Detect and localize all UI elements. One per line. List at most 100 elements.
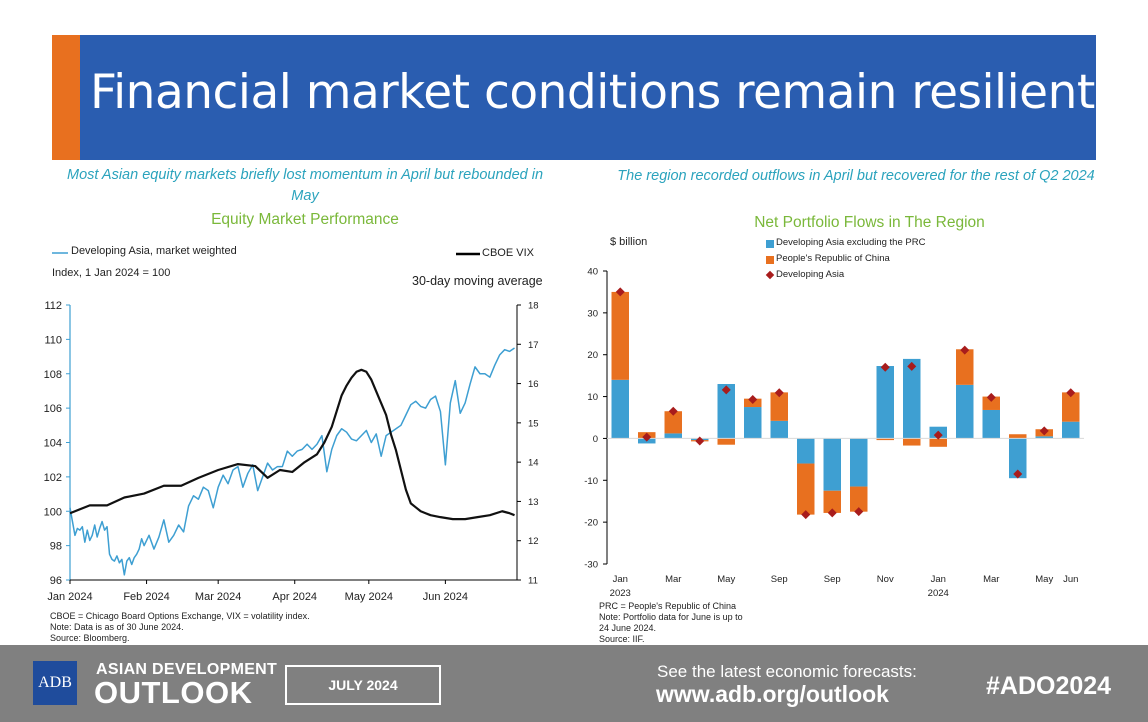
bar-developing-asia-ex-prc: [717, 384, 735, 439]
marker-developing-asia: [880, 362, 890, 372]
bar-prc: [903, 438, 921, 446]
bar-x-tick-label: Jun: [1063, 574, 1078, 585]
bar-y-tick-label: -20: [584, 518, 598, 529]
marker-developing-asia: [721, 385, 731, 395]
bar-y-unit-label: $ billion: [610, 236, 648, 248]
right-y-tick-label: 12: [528, 536, 539, 547]
bar-prc: [1035, 429, 1053, 437]
left-note-2: Note: Data is as of 30 June 2024.: [50, 622, 184, 632]
series-line-cboe-vix: [69, 368, 515, 521]
bar-developing-asia-ex-prc: [903, 358, 921, 439]
bar-prc: [1009, 434, 1027, 439]
bar-developing-asia-ex-prc: [1062, 421, 1080, 439]
right-y-tick-label: 13: [528, 497, 539, 508]
bar-y-tick-label: -10: [584, 476, 598, 487]
forecast-promo-text: See the latest economic forecasts:: [657, 662, 917, 681]
bar-prc: [929, 438, 947, 447]
marker-developing-asia: [748, 395, 758, 405]
hashtag[interactable]: #ADO2024: [986, 672, 1112, 700]
bar-y-tick-label: -30: [584, 560, 598, 571]
footer: ADB ASIAN DEVELOPMENT OUTLOOK JULY 2024 …: [0, 645, 1148, 722]
legend-swatch-developing-asia: [765, 270, 775, 280]
publication-name-line1: ASIAN DEVELOPMENT: [96, 661, 278, 678]
marker-developing-asia: [986, 392, 996, 402]
legend-label-developing-asia: Developing Asia, market weighted: [71, 245, 237, 257]
marker-developing-asia: [933, 430, 943, 440]
right-y-tick-label: 14: [528, 458, 539, 469]
page-title: Financial market conditions remain resil…: [90, 65, 1095, 120]
bar-prc: [691, 440, 709, 442]
left-y-tick-label: 100: [44, 506, 62, 518]
bar-developing-asia-ex-prc: [929, 426, 947, 439]
bar-year-label: 2024: [928, 588, 949, 599]
adb-logo[interactable]: ADB: [33, 661, 77, 705]
x-tick-label: Feb 2024: [123, 591, 169, 603]
left-note-3: Source: Bloomberg.: [50, 633, 130, 643]
outlook-url-link[interactable]: www.adb.org/outlook: [656, 681, 889, 707]
bar-y-tick-label: 10: [587, 392, 598, 403]
legend-label-prc: People's Republic of China: [776, 253, 890, 264]
bar-prc: [744, 398, 762, 408]
marker-developing-asia: [960, 345, 970, 355]
x-tick-label: Mar 2024: [195, 591, 241, 603]
left-y-tick-label: 104: [44, 438, 62, 450]
left-y-axis-label: Index, 1 Jan 2024 = 100: [52, 267, 171, 279]
bar-x-tick-label: Nov: [877, 574, 894, 585]
bar-y-tick-label: 0: [593, 434, 598, 445]
edition-date-box: JULY 2024: [285, 665, 441, 705]
left-y-tick-label: 96: [50, 575, 62, 587]
marker-developing-asia: [854, 507, 864, 517]
left-y-tick-label: 112: [44, 300, 62, 312]
bar-prc: [982, 396, 1000, 410]
bar-developing-asia-ex-prc: [1035, 436, 1053, 439]
bar-developing-asia-ex-prc: [611, 379, 629, 439]
marker-developing-asia: [668, 406, 678, 416]
left-y-tick-label: 110: [44, 334, 62, 346]
bar-developing-asia-ex-prc: [770, 420, 788, 439]
right-notes: PRC = People's Republic of China Note: P…: [599, 601, 743, 645]
series-line-developing-asia: [69, 347, 515, 576]
bar-x-tick-label: Mar: [983, 574, 999, 585]
marker-developing-asia: [801, 510, 811, 520]
x-tick-label: Jun 2024: [423, 591, 468, 603]
legend-line-developing-asia: [52, 252, 68, 254]
right-note-4: Source: IIF.: [599, 634, 645, 644]
right-note-3: 24 June 2024.: [599, 623, 657, 633]
bar-x-tick-label: May: [1035, 574, 1053, 585]
x-tick-label: Jan 2024: [47, 591, 92, 603]
bar-prc: [770, 392, 788, 421]
bar-y-tick-label: 40: [587, 267, 598, 278]
publication-name-line2: OUTLOOK: [94, 675, 253, 710]
bar-y-tick-label: 20: [587, 350, 598, 361]
left-y-tick-label: 108: [44, 369, 62, 381]
bar-prc: [876, 438, 894, 441]
left-chart-title: Equity Market Performance: [211, 211, 399, 228]
bar-developing-asia-ex-prc: [744, 407, 762, 439]
legend-line-vix: [456, 252, 480, 256]
bar-prc: [717, 438, 735, 445]
bar-prc: [823, 490, 841, 513]
marker-developing-asia: [774, 388, 784, 398]
bar-developing-asia-ex-prc: [823, 438, 841, 491]
marker-developing-asia: [642, 432, 652, 442]
marker-developing-asia: [827, 508, 837, 518]
marker-developing-asia: [1039, 426, 1049, 436]
right-note-1: PRC = People's Republic of China: [599, 601, 737, 611]
left-y-tick-label: 102: [44, 472, 62, 484]
right-subtitle: The region recorded outflows in April bu…: [617, 168, 1095, 184]
right-y-tick-label: 16: [528, 379, 539, 390]
bar-developing-asia-ex-prc: [797, 438, 815, 464]
bar-y-tick-label: 30: [587, 308, 598, 319]
left-notes: CBOE = Chicago Board Options Exchange, V…: [50, 611, 310, 644]
legend-label-developing-asia-total: Developing Asia: [776, 269, 845, 280]
bar-x-tick-label: Mar: [665, 574, 681, 585]
bar-developing-asia-ex-prc: [956, 384, 974, 439]
left-y-tick-label: 98: [50, 541, 62, 553]
bar-developing-asia-ex-prc: [638, 438, 656, 444]
marker-developing-asia: [615, 287, 625, 297]
bar-x-tick-label: Jan: [613, 574, 628, 585]
bar-prc: [611, 291, 629, 380]
right-y-tick-label: 15: [528, 418, 539, 429]
bar-x-tick-label: May: [717, 574, 735, 585]
marker-developing-asia: [1013, 469, 1023, 479]
